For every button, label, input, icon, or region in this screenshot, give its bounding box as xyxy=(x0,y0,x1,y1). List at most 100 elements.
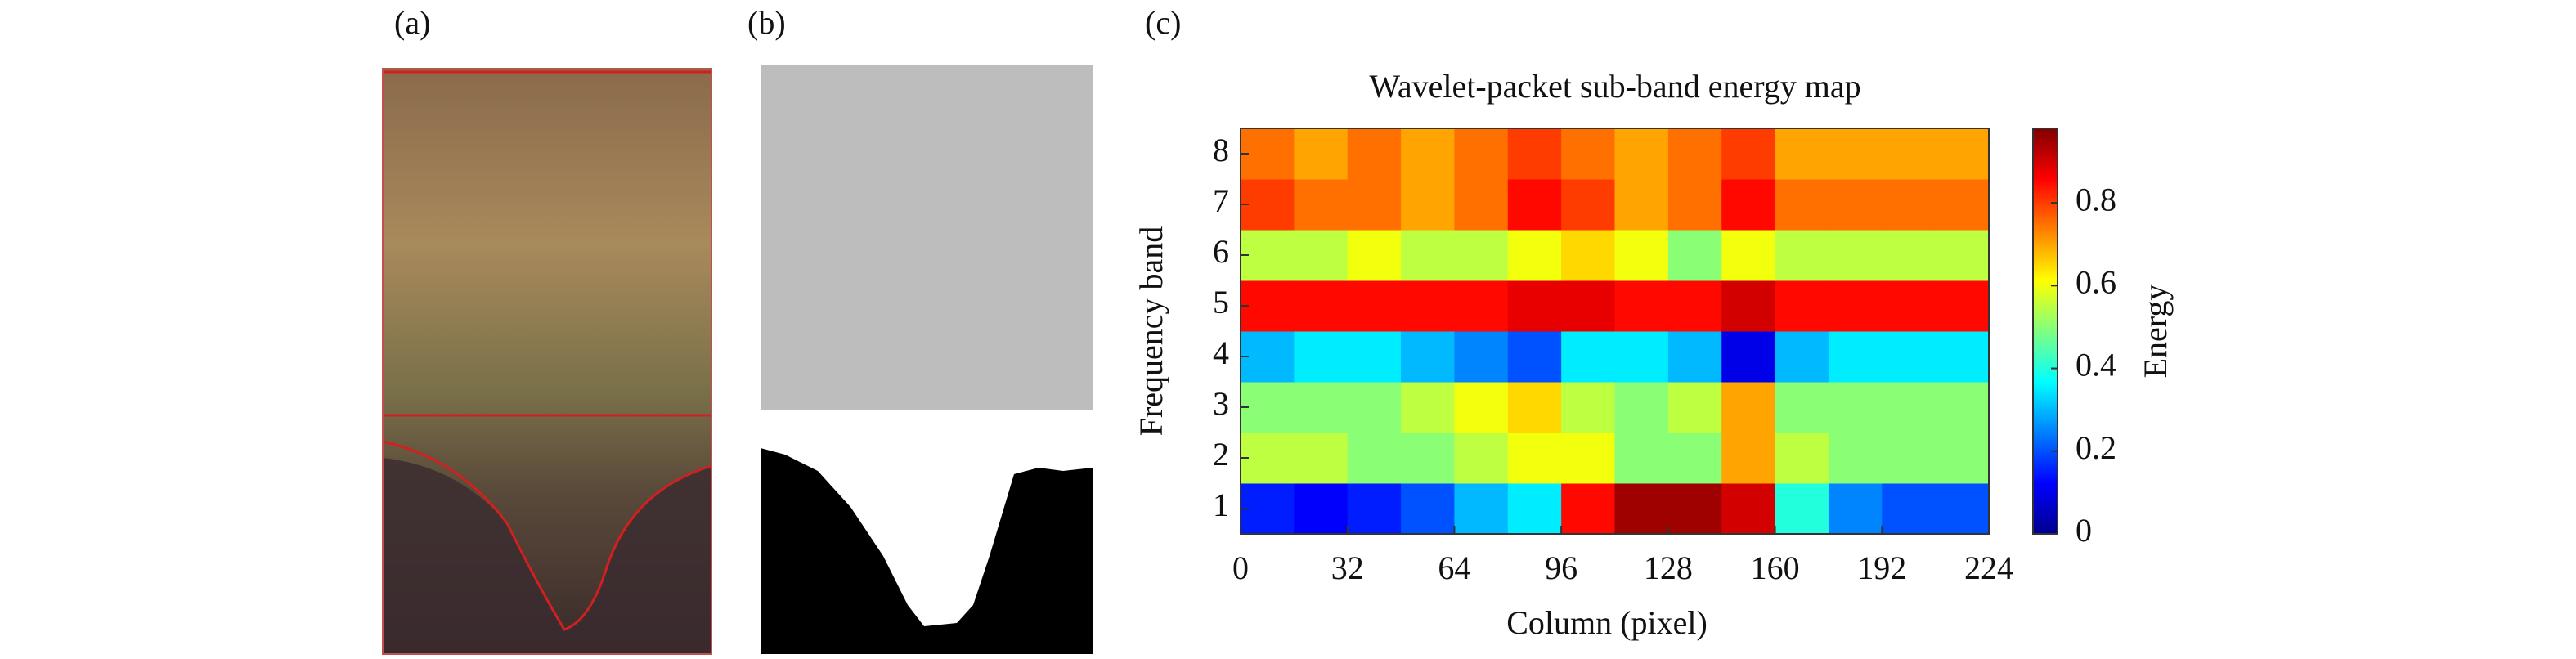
heat-cell xyxy=(1775,483,1829,535)
heat-cell xyxy=(1561,230,1615,281)
y-tick-label: 4 xyxy=(1213,334,1229,371)
heat-cell xyxy=(1775,331,1829,383)
heat-cell xyxy=(1561,179,1615,231)
heat-cell xyxy=(1401,382,1455,433)
x-tick-label: 96 xyxy=(1545,549,1577,586)
heat-cell xyxy=(1667,433,1722,484)
heat-cell xyxy=(1721,280,1776,332)
heat-cell xyxy=(1935,230,1990,281)
heat-cell xyxy=(1401,230,1455,281)
heat-cell xyxy=(1507,331,1562,383)
colorbar-tick-label: 0.4 xyxy=(2076,347,2116,383)
heat-cell xyxy=(1347,128,1402,180)
heat-cell xyxy=(1935,280,1990,332)
heat-cell xyxy=(1614,483,1669,535)
heat-cell xyxy=(1347,230,1402,281)
heat-cell xyxy=(1667,483,1722,535)
heat-cell xyxy=(1294,483,1349,535)
heat-cell xyxy=(1401,433,1455,484)
heat-cell xyxy=(1454,433,1509,484)
y-tick-label: 7 xyxy=(1213,182,1229,219)
heat-cell xyxy=(1775,382,1829,433)
y-tick-label: 5 xyxy=(1213,284,1229,321)
x-tick-label: 192 xyxy=(1857,549,1906,586)
heat-cell xyxy=(1775,179,1829,231)
heat-cell xyxy=(1614,382,1669,433)
heat-cell xyxy=(1828,483,1883,535)
heat-cell xyxy=(1561,433,1615,484)
heat-cell xyxy=(1882,230,1936,281)
heat-cell xyxy=(1882,331,1936,383)
heat-cell xyxy=(1294,230,1349,281)
heat-cell xyxy=(1347,433,1402,484)
panel-label: (b) xyxy=(747,4,786,41)
heat-cell xyxy=(1828,331,1883,383)
heat-cell xyxy=(1561,483,1615,535)
heat-cell xyxy=(1401,128,1455,180)
colorbar xyxy=(2032,128,2058,535)
heat-cell xyxy=(1241,331,1295,383)
heat-cell xyxy=(1775,128,1829,180)
heat-cell xyxy=(1935,382,1990,433)
heat-cell xyxy=(1614,128,1669,180)
heat-cell xyxy=(1721,331,1776,383)
heat-cell xyxy=(1507,433,1562,484)
y-axis-label: Frequency band xyxy=(1133,226,1169,437)
heat-cell xyxy=(1347,331,1402,383)
heat-cell xyxy=(1347,179,1402,231)
heat-cell xyxy=(1454,179,1509,231)
heat-cell xyxy=(1828,230,1883,281)
heat-cell xyxy=(1667,128,1722,180)
heat-cell xyxy=(1294,280,1349,332)
heat-cell xyxy=(1882,433,1936,484)
heat-cell xyxy=(1561,382,1615,433)
heat-cell xyxy=(1347,280,1402,332)
heat-cell xyxy=(1241,128,1295,180)
x-tick-label: 32 xyxy=(1331,549,1364,586)
colorbar-tick-label: 0.6 xyxy=(2076,263,2116,300)
y-tick-label: 6 xyxy=(1213,233,1229,270)
heat-cell xyxy=(1935,179,1990,231)
heat-cell xyxy=(1721,483,1776,535)
x-axis-label: Column (pixel) xyxy=(1506,604,1708,641)
x-tick-label: 160 xyxy=(1751,549,1800,586)
heat-cell xyxy=(1347,483,1402,535)
x-tick-label: 224 xyxy=(1964,549,2013,586)
colorbar-label: Energy xyxy=(2137,285,2174,379)
heat-cell xyxy=(1241,382,1295,433)
heat-cell xyxy=(1507,179,1562,231)
heat-cell xyxy=(1241,230,1295,281)
heat-cell xyxy=(1828,280,1883,332)
heat-cell xyxy=(1454,382,1509,433)
heat-cell xyxy=(1828,128,1883,180)
heat-cell xyxy=(1507,483,1562,535)
chart-title: Wavelet-packet sub-band energy map xyxy=(1369,68,1860,105)
heat-cell xyxy=(1721,128,1776,180)
heat-cell xyxy=(1721,230,1776,281)
heat-cell xyxy=(1401,331,1455,383)
heat-cell xyxy=(1454,483,1509,535)
heat-cell xyxy=(1882,483,1936,535)
micrograph xyxy=(382,68,712,655)
x-tick-label: 128 xyxy=(1644,549,1693,586)
heat-cell xyxy=(1935,128,1990,180)
heat-cell xyxy=(1614,331,1669,383)
y-tick-label: 3 xyxy=(1213,385,1229,422)
heat-cell xyxy=(1882,128,1936,180)
heat-cell xyxy=(1828,382,1883,433)
heat-cell xyxy=(1614,179,1669,231)
x-tick-label: 64 xyxy=(1438,549,1470,586)
heat-cell xyxy=(1828,179,1883,231)
heat-cell xyxy=(1882,382,1936,433)
heat-cell xyxy=(1347,382,1402,433)
heat-cell xyxy=(1935,433,1990,484)
heat-cell xyxy=(1882,280,1936,332)
heat-cell xyxy=(1614,280,1669,332)
colorbar-tick-label: 0.8 xyxy=(2076,181,2116,217)
heat-cell xyxy=(1882,179,1936,231)
heat-cell xyxy=(1667,179,1722,231)
heat-cell xyxy=(1507,280,1562,332)
heat-cell xyxy=(1241,433,1295,484)
heat-cell xyxy=(1775,280,1829,332)
